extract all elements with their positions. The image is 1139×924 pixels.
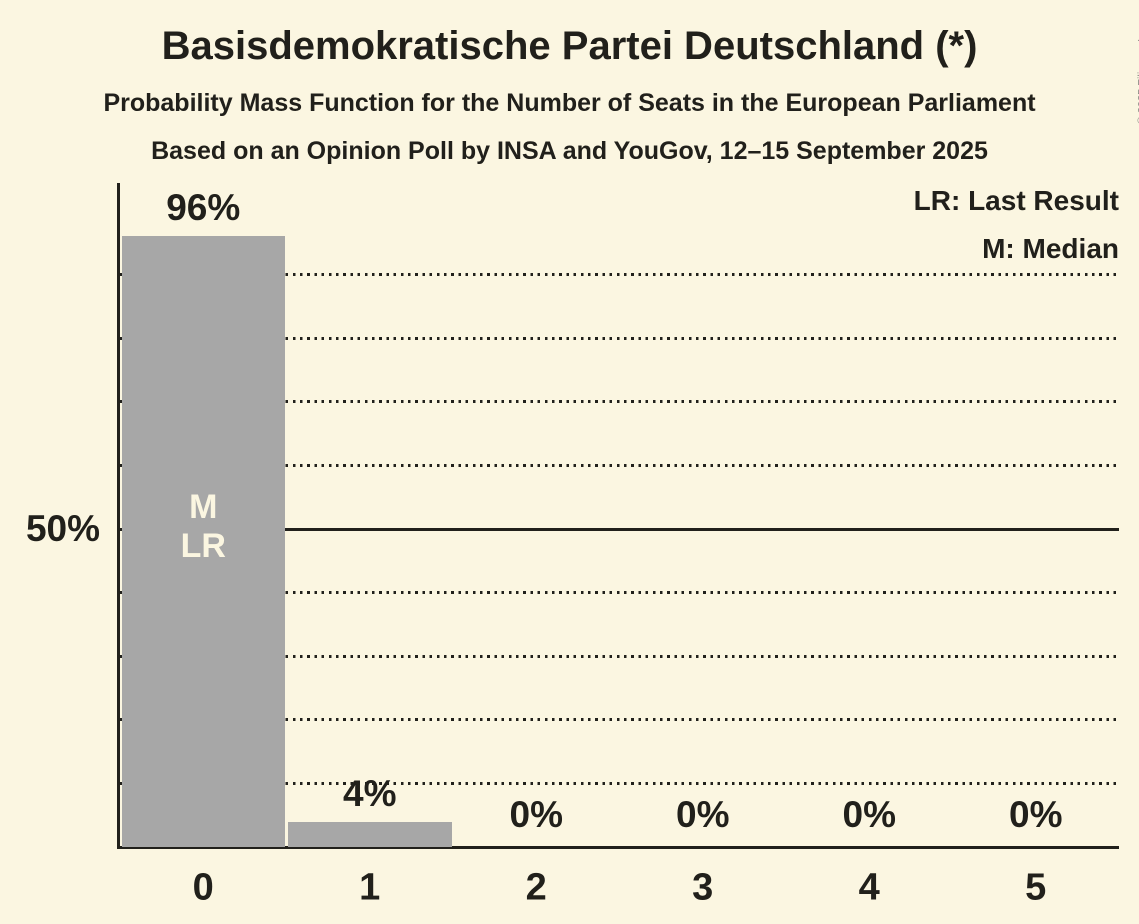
- gridline-50pct: [120, 527, 1119, 531]
- legend-last-result: LR: Last Result: [913, 185, 1119, 216]
- x-tick-label: 4: [858, 866, 880, 909]
- gridline: [120, 400, 1119, 404]
- x-tick-label: 2: [525, 866, 547, 909]
- gridline: [120, 591, 1119, 595]
- bar-value-label: 4%: [343, 772, 397, 814]
- bar-value-label: 96%: [166, 187, 241, 229]
- chart-subtitle: Probability Mass Function for the Number…: [103, 89, 1036, 117]
- y-axis-tick-label: 50%: [25, 508, 100, 549]
- gridline: [120, 718, 1119, 722]
- gridline: [120, 463, 1119, 467]
- bar-seats-1: [288, 821, 452, 847]
- x-axis-line: [117, 846, 1119, 849]
- last-result-label: LR: [180, 527, 226, 565]
- legend-median: M: Median: [982, 233, 1119, 264]
- bar-value-label: 0%: [509, 794, 563, 835]
- chart-title: Basisdemokratische Partei Deutschland (*…: [161, 24, 978, 68]
- gridline: [120, 654, 1119, 658]
- gridline: [120, 781, 1119, 785]
- x-tick-label: 1: [359, 866, 381, 909]
- bar-value-label: 0%: [1009, 794, 1063, 835]
- chart-source-line: Based on an Opinion Poll by INSA and You…: [151, 137, 988, 165]
- gridline: [120, 273, 1119, 277]
- bar-value-label: 0%: [676, 794, 730, 835]
- y-axis-line: [117, 183, 120, 849]
- median-last-result-labels: M LR: [181, 488, 226, 566]
- x-tick-label: 5: [1025, 866, 1047, 909]
- x-tick-label: 3: [692, 866, 714, 909]
- median-label: M: [189, 488, 218, 526]
- bar-value-label: 0%: [842, 794, 896, 835]
- gridline: [120, 336, 1119, 340]
- bar-seats-0: [121, 236, 285, 847]
- x-tick-label: 0: [192, 866, 214, 909]
